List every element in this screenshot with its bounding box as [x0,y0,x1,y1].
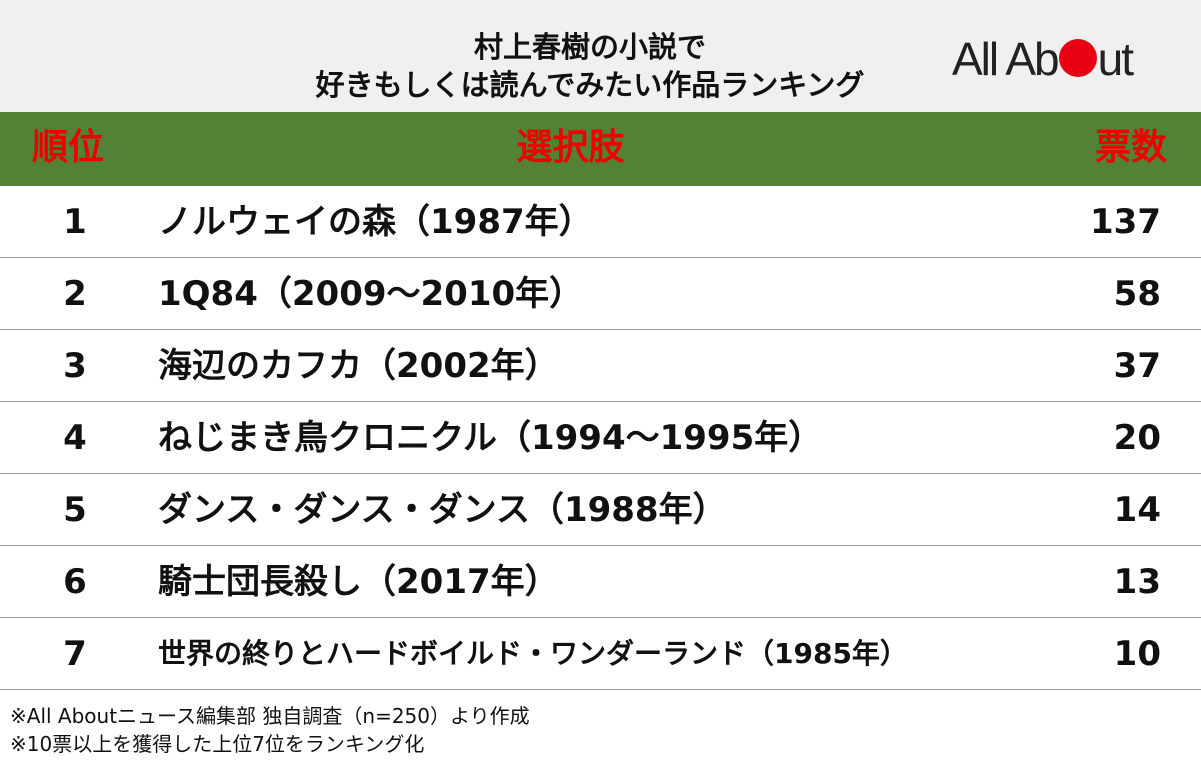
footnote: ※10票以上を獲得した上位7位をランキング化 [10,732,425,756]
table-row: 1 ノルウェイの森（1987年） 137 [0,186,1201,258]
logo-dot [1058,39,1097,77]
table-row: 6 騎士団長殺し（2017年） 13 [0,546,1201,618]
title-line: 村上春樹の小説で [473,30,706,64]
column-label: 票数 [1094,127,1167,168]
choice: ねじまき鳥クロニクル（1994〜1995年） [158,418,823,458]
table-row: 7 世界の終りとハードボイルド・ワンダーランド（1985年） 10 [0,618,1201,690]
votes: 10 [1113,634,1161,674]
header: 村上春樹の小説で 好きもしくは読んでみたい作品ランキング All Ab ut [0,0,1201,112]
footnote: ※All Aboutニュース編集部 独自調査（n=250）より作成 [10,704,530,728]
votes: 13 [1113,562,1161,602]
votes: 20 [1113,418,1161,458]
votes: 14 [1113,490,1161,530]
title-line: 好きもしくは読んでみたい作品ランキング [315,68,865,102]
rank: 4 [63,418,87,458]
votes: 58 [1113,274,1161,314]
logo-text: All Ab [952,33,1060,85]
choice: ダンス・ダンス・ダンス（1988年） [158,490,727,530]
table-row: 4 ねじまき鳥クロニクル（1994〜1995年） 20 [0,402,1201,474]
table-row: 2 1Q84（2009〜2010年） 58 [0,258,1201,330]
rank: 2 [63,274,87,314]
votes: 137 [1090,202,1161,242]
logo-text: ut [1097,33,1134,85]
choice: 騎士団長殺し（2017年） [158,562,559,602]
rank: 5 [63,490,87,530]
rank: 7 [63,634,87,674]
rank: 6 [63,562,87,602]
column-header: 順位 選択肢 票数 [0,112,1201,186]
column-label: 選択肢 [516,127,625,168]
choice: 世界の終りとハードボイルド・ワンダーランド（1985年） [158,637,908,670]
choice: 1Q84（2009〜2010年） [158,274,584,314]
rank: 1 [63,202,87,242]
table-row: 5 ダンス・ダンス・ダンス（1988年） 14 [0,474,1201,546]
logo: All Ab ut [952,32,1134,86]
choice: ノルウェイの森（1987年） [158,202,593,242]
choice: 海辺のカフカ（2002年） [158,346,559,386]
votes: 37 [1113,346,1161,386]
table-row: 3 海辺のカフカ（2002年） 37 [0,330,1201,402]
rank: 3 [63,346,87,386]
column-label: 順位 [32,127,105,168]
